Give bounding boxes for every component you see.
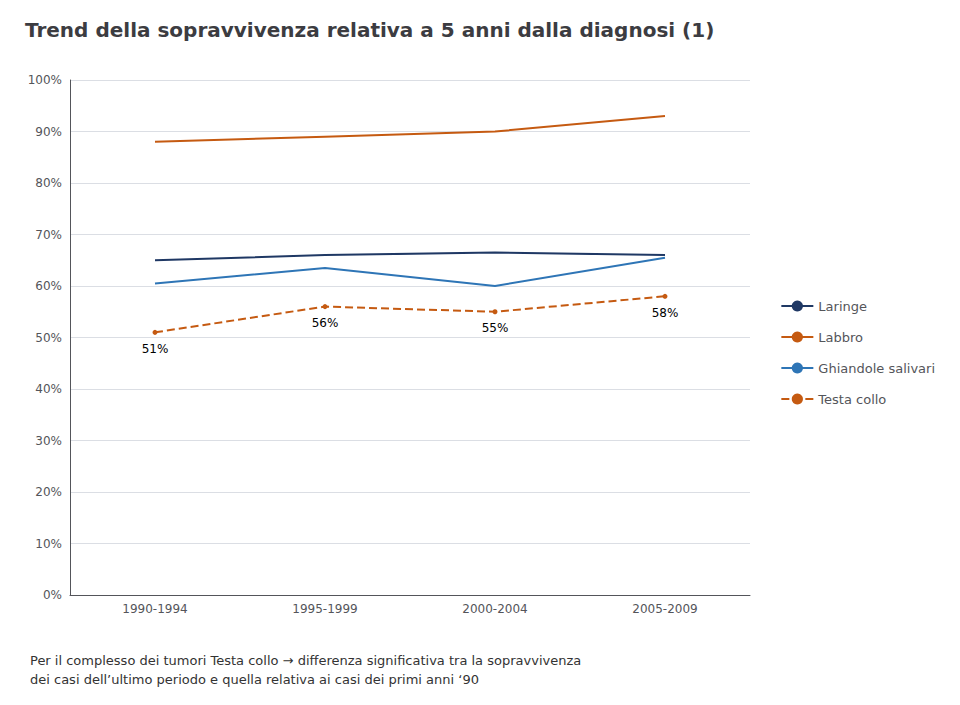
svg-text:2005-2009: 2005-2009	[632, 602, 697, 616]
svg-text:80%: 80%	[35, 176, 62, 190]
svg-text:30%: 30%	[35, 434, 62, 448]
svg-text:1995-1999: 1995-1999	[292, 602, 357, 616]
svg-text:Per il complesso dei tumori Te: Per il complesso dei tumori Testa collo …	[30, 653, 581, 668]
svg-text:100%: 100%	[28, 73, 62, 87]
svg-text:Testa collo: Testa collo	[817, 392, 886, 407]
svg-text:50%: 50%	[35, 331, 62, 345]
svg-text:56%: 56%	[312, 316, 339, 330]
svg-text:70%: 70%	[35, 228, 62, 242]
svg-text:55%: 55%	[482, 321, 509, 335]
svg-text:Laringe: Laringe	[818, 299, 867, 314]
svg-text:10%: 10%	[35, 537, 62, 551]
svg-text:60%: 60%	[35, 279, 62, 293]
svg-text:Ghiandole salivari: Ghiandole salivari	[818, 361, 935, 376]
svg-text:1990-1994: 1990-1994	[122, 602, 187, 616]
svg-text:90%: 90%	[35, 125, 62, 139]
svg-text:2000-2004: 2000-2004	[462, 602, 527, 616]
svg-text:58%: 58%	[652, 306, 679, 320]
svg-text:Labbro: Labbro	[818, 330, 863, 345]
svg-text:dei casi dell’ultimo periodo e: dei casi dell’ultimo periodo e quella re…	[30, 672, 479, 687]
svg-text:40%: 40%	[35, 382, 62, 396]
svg-text:20%: 20%	[35, 485, 62, 499]
svg-text:Trend della sopravvivenza rela: Trend della sopravvivenza relativa a 5 a…	[25, 18, 714, 42]
svg-text:51%: 51%	[142, 342, 169, 356]
svg-text:0%: 0%	[43, 588, 62, 602]
